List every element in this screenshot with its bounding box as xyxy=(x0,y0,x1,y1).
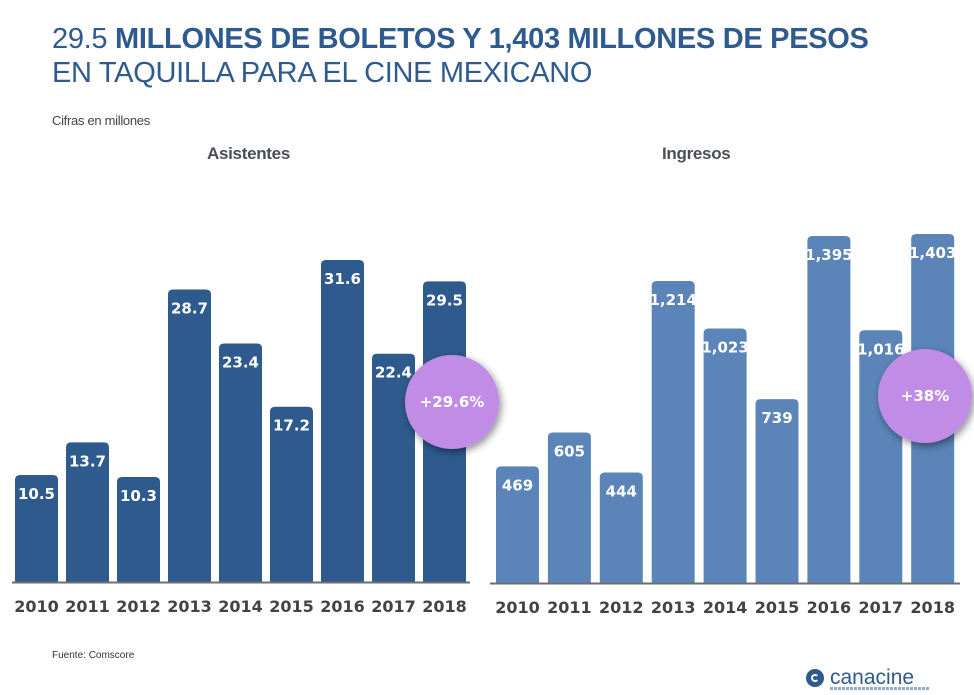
x-tick-label: 2010 xyxy=(14,597,59,616)
bar-asistentes-2010 xyxy=(15,475,58,582)
bar-asistentes-2015 xyxy=(270,406,313,582)
data-label: 29.5 xyxy=(426,291,463,309)
x-tick-label: 2015 xyxy=(755,598,800,617)
logo-text: canacine xyxy=(830,666,915,689)
data-label: 605 xyxy=(554,443,585,461)
chart-title-ingresos: Ingresos xyxy=(662,144,731,163)
data-label: 22.4 xyxy=(375,364,412,382)
x-tick-label: 2011 xyxy=(547,598,592,617)
x-tick-label: 2011 xyxy=(65,597,110,616)
x-tick-label: 2013 xyxy=(167,597,212,616)
page-title-line1: 29.5 MILLONES DE BOLETOS Y 1,403 MILLONE… xyxy=(52,22,869,56)
page-title-line2: EN TAQUILLA PARA EL CINE MEXICANO xyxy=(52,57,593,89)
data-label: 28.7 xyxy=(171,300,208,318)
x-tick-label: 2018 xyxy=(422,597,467,616)
x-tick-label: 2016 xyxy=(807,598,852,617)
bar-asistentes-2016 xyxy=(321,260,364,582)
x-tick-label: 2015 xyxy=(269,597,314,616)
bar-asistentes-2014 xyxy=(219,343,262,582)
data-label: 1,023 xyxy=(701,339,748,357)
data-label: 10.3 xyxy=(120,487,157,505)
title-number: 29.5 xyxy=(52,23,108,55)
bar-ingresos-2014 xyxy=(703,328,747,583)
data-label: 1,016 xyxy=(857,340,904,358)
bar-asistentes-2011 xyxy=(66,442,109,582)
data-label: 13.7 xyxy=(69,452,106,470)
data-label: 23.4 xyxy=(222,354,259,372)
data-label: 1,395 xyxy=(805,246,852,264)
bar-asistentes-2013 xyxy=(168,289,211,582)
data-label: 10.5 xyxy=(18,485,55,503)
bar-ingresos-2013 xyxy=(651,281,695,583)
title-bold-text: MILLONES DE BOLETOS Y 1,403 MILLONES DE … xyxy=(115,23,869,55)
source-note: Fuente: Comscore xyxy=(52,650,135,661)
chart-title-asistentes: Asistentes xyxy=(207,144,290,163)
canacine-logo: canacine xyxy=(806,666,930,690)
x-tick-label: 2018 xyxy=(910,598,955,617)
data-label: 1,214 xyxy=(649,291,696,309)
data-label: 17.2 xyxy=(273,417,310,435)
growth-badge xyxy=(878,349,972,443)
bar-ingresos-2012 xyxy=(599,472,643,583)
x-tick-label: 2010 xyxy=(495,598,540,617)
x-tick-label: 2013 xyxy=(651,598,696,617)
x-tick-label: 2014 xyxy=(703,598,748,617)
chart-asistentes: 10.5 2010 13.7 2011 10.3 2012 28.7 2013 23.4 2014… xyxy=(12,260,499,616)
growth-badge-label: +38% xyxy=(901,387,949,405)
growth-badge xyxy=(405,355,499,449)
canacine-logo-icon xyxy=(806,669,824,687)
x-tick-label: 2012 xyxy=(599,598,644,617)
x-tick-label: 2014 xyxy=(218,597,263,616)
chart-ingresos: 469 2010 605 2011 444 2012 1,214 2013 1,023 2014 7… xyxy=(490,234,972,617)
bar-asistentes-2017 xyxy=(372,353,415,582)
data-label: 739 xyxy=(761,409,792,427)
x-tick-label: 2012 xyxy=(116,597,161,616)
x-tick-label: 2016 xyxy=(320,597,365,616)
x-tick-label: 2017 xyxy=(371,597,416,616)
growth-badge-label: +29.6% xyxy=(420,393,485,411)
bar-ingresos-2010 xyxy=(496,466,539,583)
data-label: 1,403 xyxy=(909,244,956,262)
bar-ingresos-2016 xyxy=(807,235,851,583)
logo-tagline xyxy=(830,687,930,690)
bar-asistentes-2012 xyxy=(117,477,160,582)
bar-ingresos-2011 xyxy=(547,432,591,583)
data-label: 31.6 xyxy=(324,270,361,288)
units-subtitle: Cifras en millones xyxy=(52,113,150,128)
data-label: 469 xyxy=(502,476,533,494)
x-tick-label: 2017 xyxy=(859,598,904,617)
bar-ingresos-2015 xyxy=(755,399,799,583)
data-label: 444 xyxy=(606,483,637,501)
